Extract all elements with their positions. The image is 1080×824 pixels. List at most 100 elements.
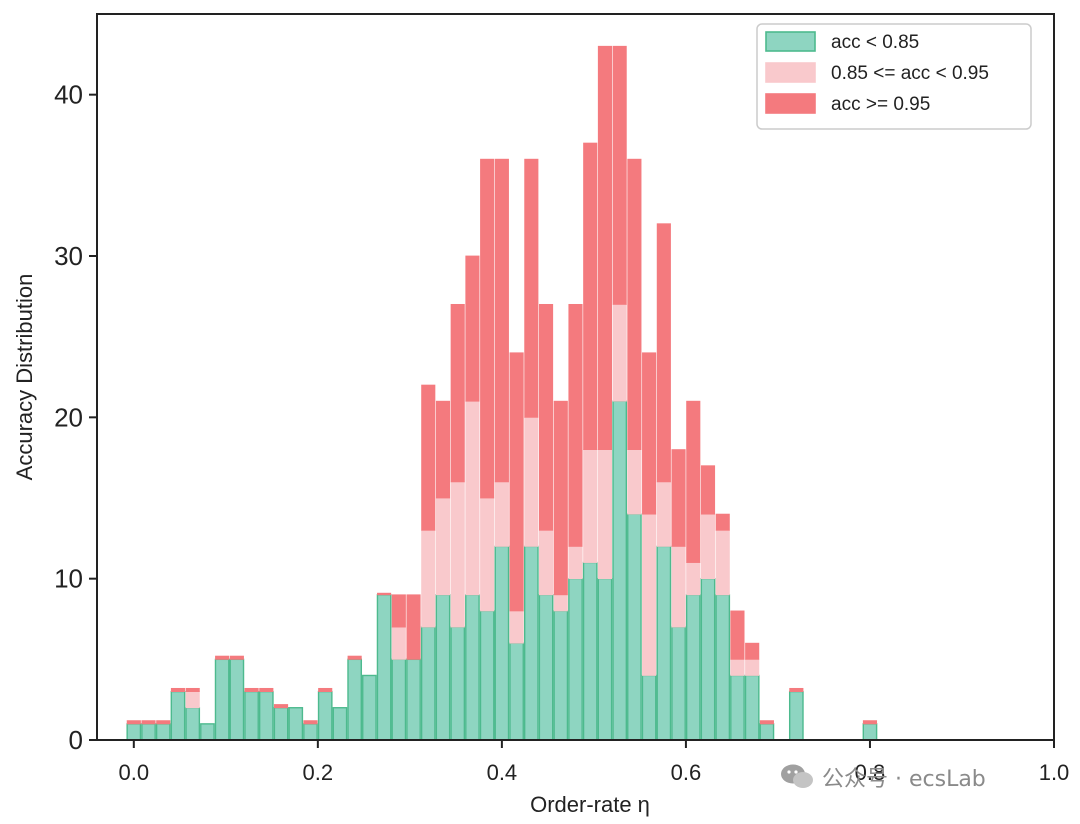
bar-acc-lt-085 [568,577,583,741]
bar-acc-lt-085 [244,690,259,741]
bar-acc-085-095 [568,546,583,580]
bar-acc-lt-085 [332,707,348,741]
bar-acc-lt-085 [788,690,804,741]
bar-acc-085-095 [391,626,406,660]
x-tick-label: 0.0 [119,760,150,785]
bar-acc-lt-085 [641,674,657,741]
y-axis-title: Accuracy Distribution [12,274,37,481]
bar-acc-ge-095 [553,400,568,596]
y-tick-label: 20 [54,402,83,432]
bar-acc-ge-095 [465,255,480,402]
bar-acc-lt-085 [376,594,392,741]
x-tick-label: 1.0 [1039,760,1070,785]
bar-acc-lt-085 [582,561,598,741]
bar-acc-lt-085 [465,594,480,741]
bar-acc-ge-095 [450,303,465,483]
bar-acc-lt-085 [317,690,333,741]
bar-acc-lt-085 [553,610,569,741]
watermark: 公众号 · ecsLab [780,760,986,794]
bar-acc-ge-095 [318,687,333,692]
bar-acc-lt-085 [141,723,156,741]
bar-acc-lt-085 [214,658,230,741]
bar-acc-lt-085 [126,723,142,741]
y-tick-label: 40 [54,80,83,110]
bar-acc-085-095 [538,529,554,596]
bar-acc-lt-085 [288,707,304,741]
bar-acc-lt-085 [509,642,524,741]
bar-acc-085-095 [450,481,465,628]
bar-acc-lt-085 [258,690,274,741]
legend-label: acc < 0.85 [831,32,919,53]
bar-acc-ge-095 [421,384,436,531]
bar-acc-lt-085 [303,723,318,741]
bar-acc-085-095 [715,529,730,596]
bar-acc-ge-095 [156,720,171,725]
bar-acc-lt-085 [597,577,613,741]
bar-acc-ge-095 [759,720,774,725]
ticks-group: 0.0 0.2 0.4 0.6 0.8 1.0 0 10 20 30 40 [54,80,1069,785]
bar-acc-085-095 [671,546,686,628]
bar-acc-ge-095 [745,642,760,660]
bar-acc-lt-085 [671,626,686,741]
bar-acc-ge-095 [273,704,289,709]
bar-acc-lt-085 [155,723,171,741]
bar-acc-085-095 [656,481,671,547]
x-axis-title: Order-rate η [530,792,650,817]
bar-acc-ge-095 [141,720,156,725]
bar-acc-085-095 [700,513,716,580]
bar-acc-085-095 [480,497,495,612]
bar-acc-ge-095 [215,655,230,660]
x-tick-label: 0.6 [671,760,702,785]
legend-label: 0.85 <= acc < 0.95 [831,63,989,84]
y-tick-label: 30 [54,241,83,271]
bar-acc-lt-085 [362,674,377,741]
bar-acc-ge-095 [435,400,451,499]
y-tick-label: 10 [54,564,83,594]
bar-acc-ge-095 [583,142,598,451]
bar-acc-085-095 [421,529,436,628]
bar-acc-ge-095 [568,303,583,547]
bar-acc-lt-085 [391,658,407,741]
bar-acc-ge-095 [126,720,141,725]
bar-acc-085-095 [435,497,451,596]
bar-acc-085-095 [612,303,627,402]
bar-acc-lt-085 [273,707,289,741]
bar-acc-ge-095 [406,594,421,660]
bar-acc-lt-085 [612,400,628,741]
bar-acc-ge-095 [789,687,804,692]
bar-acc-ge-095 [671,449,686,547]
bar-acc-lt-085 [450,626,466,741]
legend: acc < 0.85 0.85 <= acc < 0.95 acc >= 0.95 [756,23,1032,130]
bar-acc-ge-095 [686,400,701,563]
bar-acc-085-095 [627,449,642,515]
bar-acc-lt-085 [185,707,201,741]
bar-acc-ge-095 [612,45,627,305]
bar-acc-ge-095 [862,720,878,725]
bar-acc-085-095 [185,691,200,709]
bar-acc-ge-095 [730,610,745,660]
watermark-text: 公众号 · ecsLab [822,767,986,792]
bar-acc-085-095 [509,610,524,644]
wechat-icon [781,764,813,788]
bar-acc-lt-085 [862,723,878,741]
x-tick-label: 0.8 [855,760,886,785]
bar-acc-085-095 [730,658,745,676]
bar-acc-ge-095 [642,352,657,515]
bar-acc-ge-095 [347,655,362,660]
bar-acc-lt-085 [494,545,510,741]
bar-acc-lt-085 [730,674,745,741]
bar-acc-085-095 [642,513,657,676]
bar-acc-lt-085 [656,545,672,741]
bars-group [126,45,878,741]
bar-acc-ge-095 [524,158,539,418]
bar-acc-085-095 [745,658,760,676]
bar-acc-085-095 [686,562,701,596]
x-tick-label: 0.4 [487,760,518,785]
legend-swatch-acc-lt-085 [765,31,816,52]
bar-acc-ge-095 [715,513,730,531]
legend-box [756,23,1032,130]
bar-acc-lt-085 [538,594,554,741]
bar-acc-ge-095 [229,655,244,660]
bar-acc-lt-085 [406,658,421,741]
